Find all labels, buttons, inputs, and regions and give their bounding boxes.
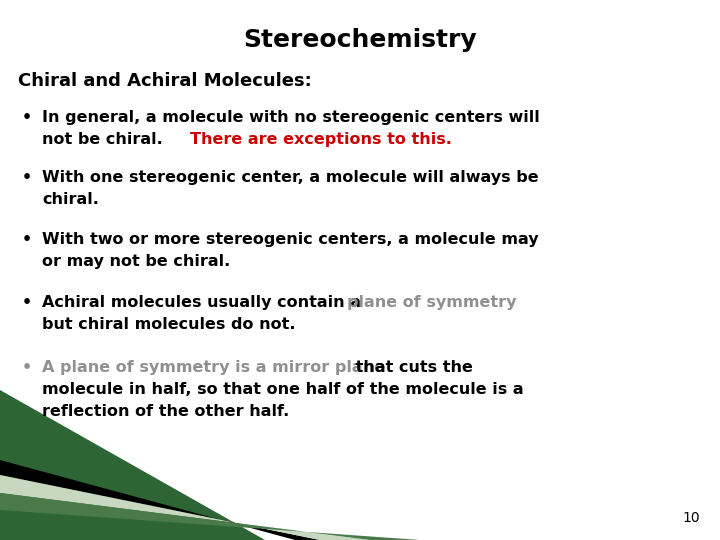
Text: With one stereogenic center, a molecule will always be: With one stereogenic center, a molecule … bbox=[42, 170, 539, 185]
Text: •: • bbox=[22, 360, 32, 375]
Text: Achiral molecules usually contain a: Achiral molecules usually contain a bbox=[42, 295, 366, 310]
Polygon shape bbox=[0, 475, 370, 540]
Text: that cuts the: that cuts the bbox=[350, 360, 473, 375]
Text: not be chiral.: not be chiral. bbox=[42, 132, 179, 147]
Text: reflection of the other half.: reflection of the other half. bbox=[42, 404, 289, 419]
Text: •: • bbox=[22, 232, 32, 247]
Polygon shape bbox=[0, 460, 320, 540]
Text: In general, a molecule with no stereogenic centers will: In general, a molecule with no stereogen… bbox=[42, 110, 540, 125]
Text: or may not be chiral.: or may not be chiral. bbox=[42, 254, 230, 269]
Text: molecule in half, so that one half of the molecule is a: molecule in half, so that one half of th… bbox=[42, 382, 523, 397]
Text: 10: 10 bbox=[683, 511, 700, 525]
Text: plane of symmetry: plane of symmetry bbox=[347, 295, 516, 310]
Polygon shape bbox=[0, 493, 420, 540]
Text: but chiral molecules do not.: but chiral molecules do not. bbox=[42, 317, 295, 332]
Polygon shape bbox=[0, 390, 265, 540]
Text: With two or more stereogenic centers, a molecule may: With two or more stereogenic centers, a … bbox=[42, 232, 539, 247]
Text: •: • bbox=[22, 295, 32, 310]
Text: •: • bbox=[22, 110, 32, 125]
Text: Stereochemistry: Stereochemistry bbox=[243, 28, 477, 52]
Text: There are exceptions to this.: There are exceptions to this. bbox=[190, 132, 452, 147]
Text: A plane of symmetry is a mirror plane: A plane of symmetry is a mirror plane bbox=[42, 360, 385, 375]
Text: •: • bbox=[22, 170, 32, 185]
Text: chiral.: chiral. bbox=[42, 192, 99, 207]
Text: Chiral and Achiral Molecules:: Chiral and Achiral Molecules: bbox=[18, 72, 312, 90]
